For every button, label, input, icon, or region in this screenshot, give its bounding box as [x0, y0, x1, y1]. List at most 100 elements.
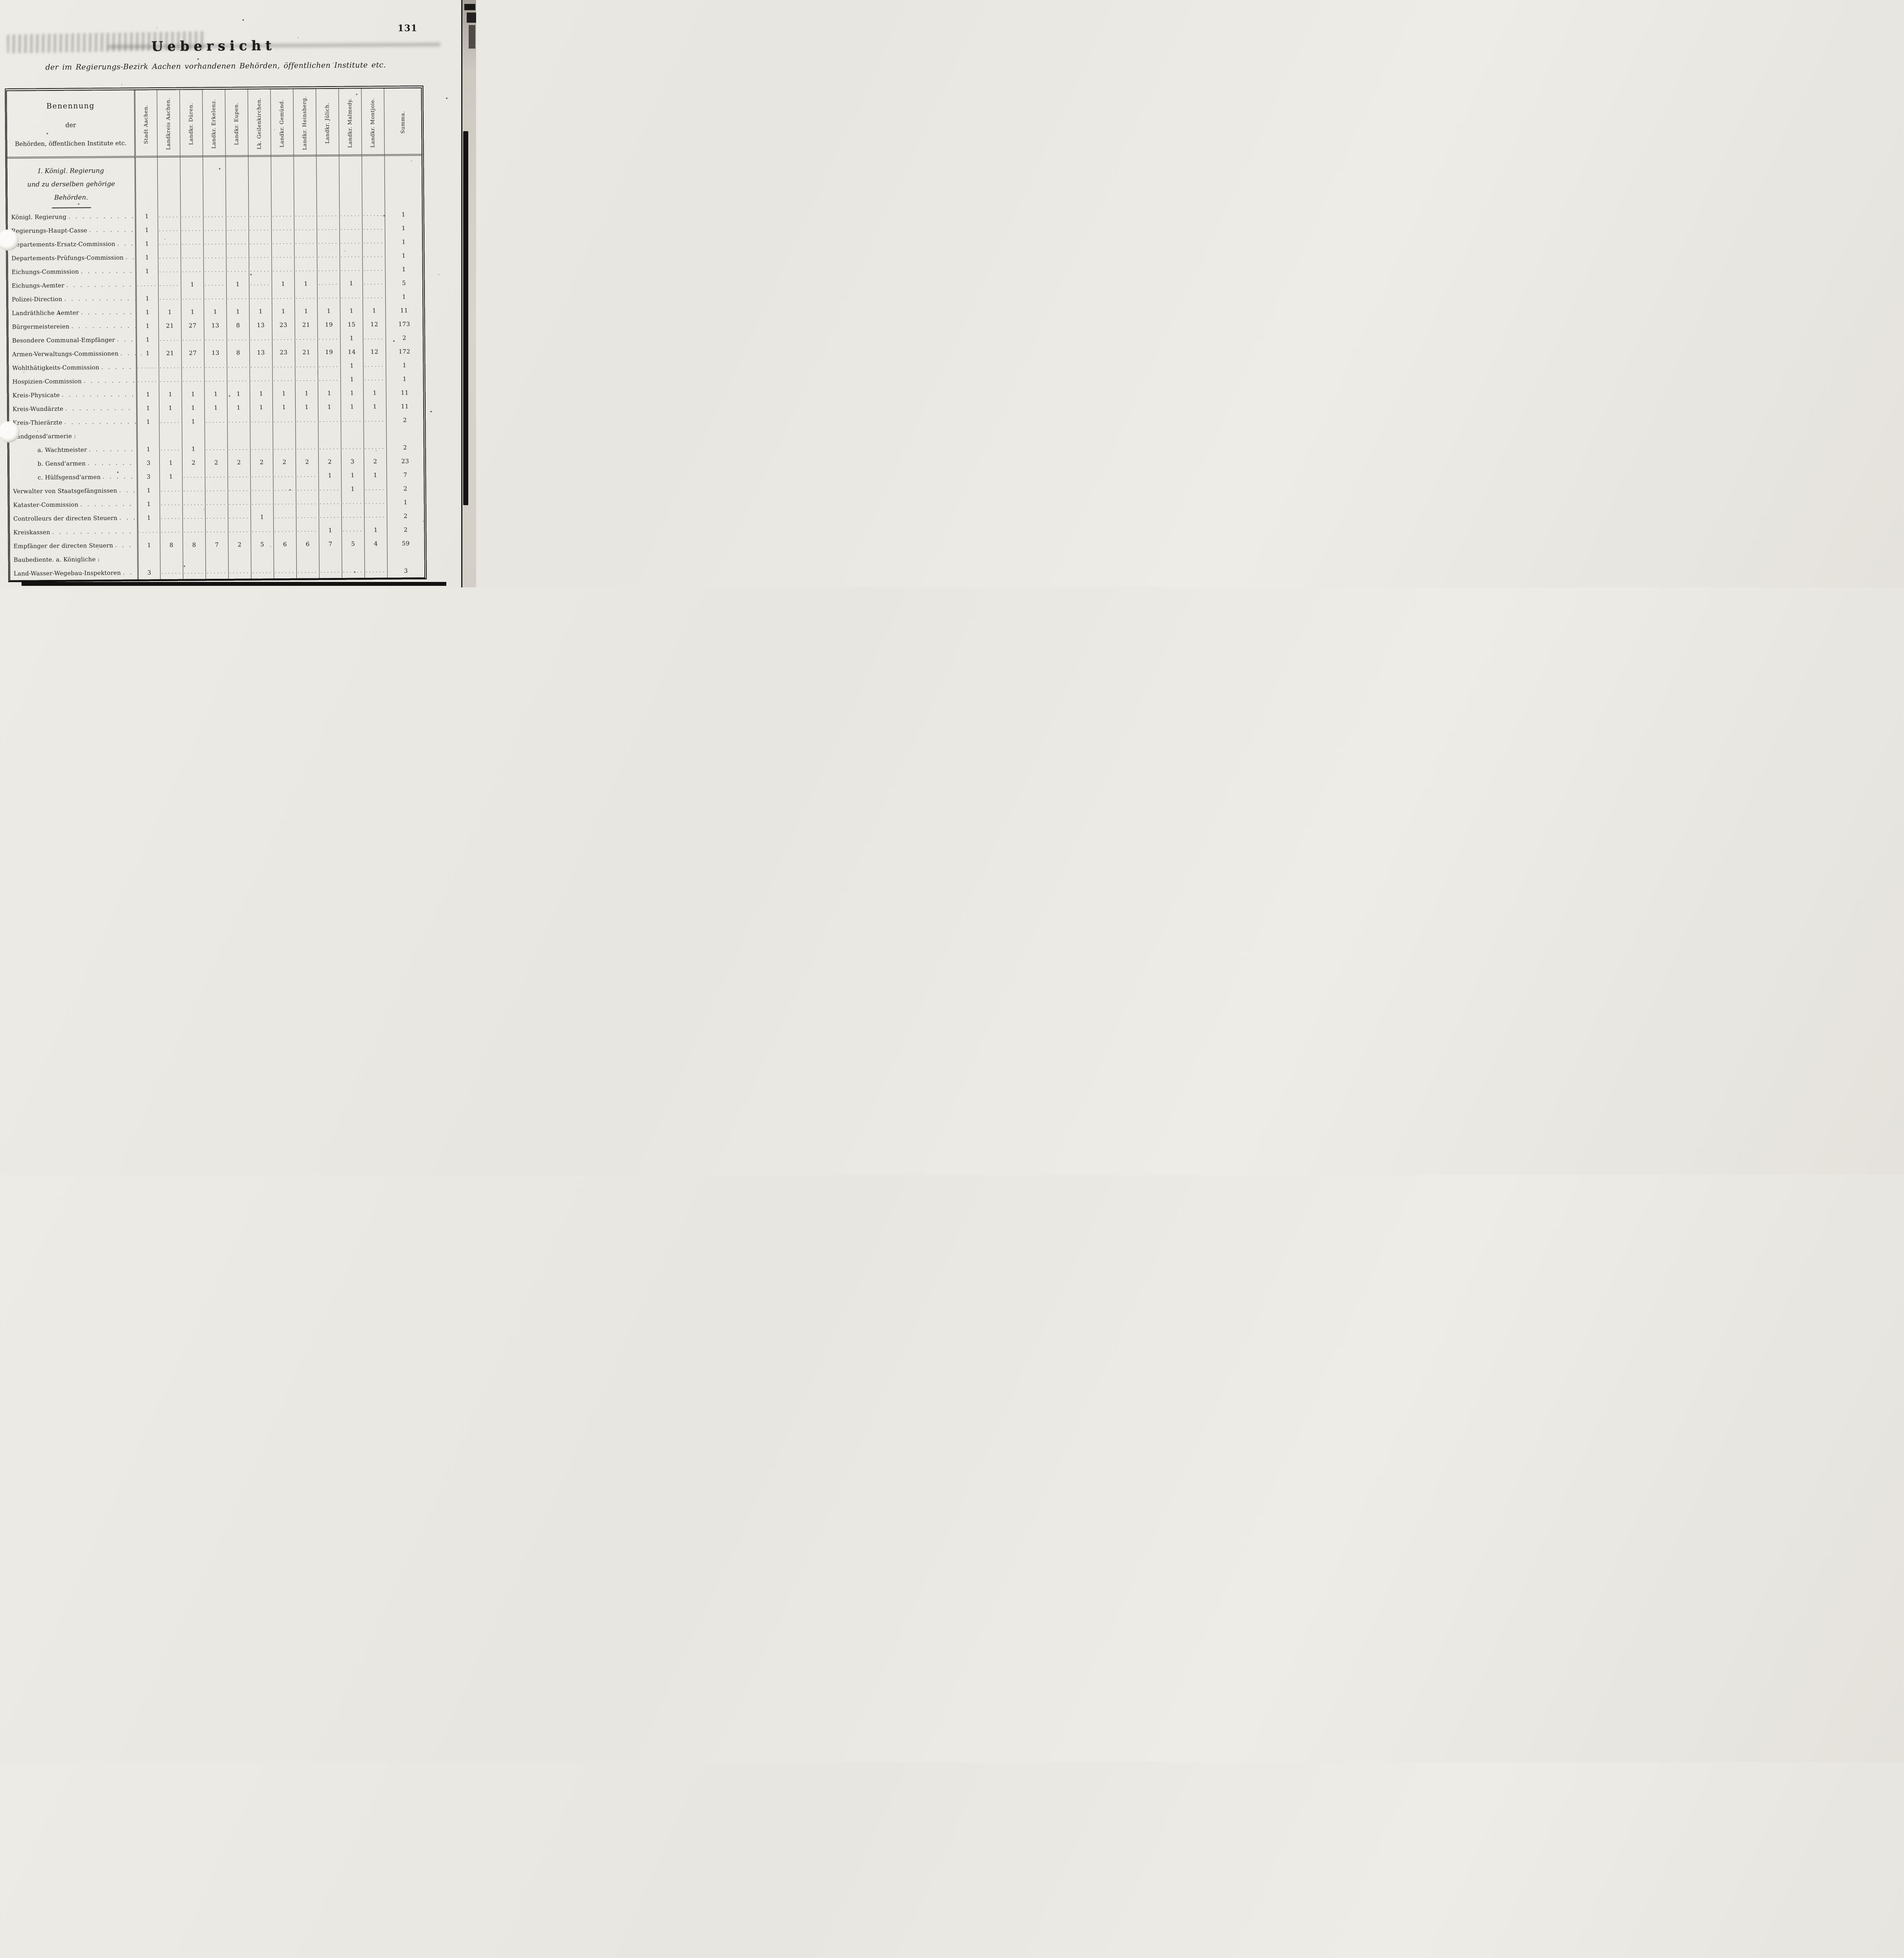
row-label: Armen-Verwaltungs-Commissionen	[9, 346, 136, 361]
empty-cell-dots: ......	[182, 377, 204, 383]
cell-value: 13	[211, 349, 220, 356]
section-empty-cell	[293, 156, 317, 208]
value-cell	[364, 550, 387, 564]
value-cell: ......	[294, 222, 317, 236]
value-cell	[251, 551, 274, 565]
value-cell: 1	[135, 319, 159, 333]
column-header-label: Landkr. Montjoie.	[370, 98, 376, 148]
row-label-text: Empfänger der directen Steuern	[13, 542, 114, 550]
cell-value: 1	[350, 403, 354, 410]
dotted-leader	[115, 336, 135, 343]
value-cell: ......	[295, 359, 318, 373]
value-cell: ......	[203, 208, 226, 223]
empty-cell-dots: ......	[363, 238, 384, 244]
empty-cell-dots: ......	[272, 226, 293, 231]
cell-value: 19	[325, 348, 333, 356]
value-cell: ......	[158, 264, 181, 278]
dotted-leader	[87, 446, 136, 453]
value-cell: ......	[317, 249, 340, 263]
value-cell: 2	[318, 454, 341, 469]
empty-cell-dots: ......	[204, 226, 225, 232]
empty-cell-dots: ......	[228, 376, 249, 383]
cell-value: 3	[146, 473, 151, 480]
dotted-leader	[79, 268, 135, 275]
empty-cell-dots: ......	[342, 444, 363, 450]
value-cell: ......	[248, 208, 271, 222]
empty-cell-dots: ......	[228, 417, 249, 424]
cell-value: 1	[145, 212, 149, 220]
value-cell: 3	[137, 470, 160, 484]
row-label-text: Hospizien-Commission	[12, 377, 82, 385]
column-header-label: Landkreis Aachen.	[165, 98, 172, 150]
cell-value: 1	[401, 224, 406, 232]
column-header: Stadt Aachen.	[134, 90, 157, 158]
value-cell: ......	[362, 221, 385, 235]
value-cell: ......	[205, 524, 228, 538]
empty-cell-dots: ......	[250, 294, 271, 300]
empty-cell-dots: ......	[250, 253, 271, 259]
empty-cell-dots: ......	[227, 239, 248, 246]
value-cell: 1	[318, 399, 341, 414]
cell-value: 3	[350, 458, 355, 465]
dotted-leader	[50, 528, 137, 535]
section-empty-cell	[202, 157, 226, 209]
cell-value: 3	[404, 567, 408, 574]
empty-cell-dots: ......	[273, 363, 294, 368]
empty-cell-dots: ......	[273, 335, 294, 341]
value-cell: 1	[250, 510, 274, 524]
empty-cell-dots: ......	[296, 362, 317, 368]
value-cell: ......	[203, 249, 226, 264]
column-header: Landkreis Aachen.	[157, 90, 180, 158]
cell-value: 27	[189, 349, 197, 357]
empty-cell-dots: ......	[159, 213, 180, 219]
value-cell: ......	[227, 373, 250, 387]
document-title: Uebersicht	[151, 38, 276, 55]
cell-value: 23	[279, 321, 288, 329]
empty-cell-dots: ......	[297, 527, 318, 533]
value-cell: ......	[180, 250, 204, 264]
value-cell: 1	[340, 331, 363, 345]
summa-cell: 1	[386, 495, 424, 509]
cell-value: 1	[305, 403, 309, 410]
value-cell	[318, 427, 341, 441]
value-cell: ......	[157, 236, 181, 251]
cell-value: 1	[282, 403, 286, 411]
dotted-leader	[86, 460, 136, 466]
row-label-text: Kreis-Wundärzte	[12, 405, 63, 413]
value-cell: 2	[182, 455, 205, 470]
empty-cell-dots: ......	[250, 280, 271, 286]
column-header: Lk. Geilenkirchen.	[247, 89, 271, 157]
empty-cell-dots: ......	[363, 266, 384, 272]
cell-value: 2	[403, 416, 407, 424]
column-header: Landkr. Gemünd.	[270, 89, 294, 157]
value-cell: 8	[226, 345, 250, 359]
empty-cell-dots: ......	[249, 212, 271, 218]
value-cell: 12	[363, 317, 386, 331]
value-cell: ......	[272, 359, 295, 373]
row-label: Eichungs-Aemter	[8, 278, 135, 292]
cell-value: 1	[191, 390, 195, 398]
row-label-text: Kreis-Thierärzte	[13, 419, 63, 426]
cell-value: 1	[146, 404, 150, 412]
empty-cell-dots: ......	[341, 293, 362, 300]
cell-value: 1	[328, 471, 332, 479]
cell-value: 1	[145, 240, 149, 247]
empty-cell-dots: ......	[251, 376, 272, 382]
cell-value: 1	[145, 294, 150, 302]
summa-cell: 173	[385, 317, 423, 331]
row-label-text: Controlleurs der directen Steuern	[13, 514, 117, 522]
value-cell: 4	[364, 536, 387, 551]
empty-cell-dots: ......	[343, 567, 364, 574]
value-cell: 6	[296, 537, 319, 551]
value-cell	[273, 551, 296, 565]
value-cell: 7	[319, 536, 342, 551]
value-cell: ......	[318, 482, 341, 496]
value-cell	[296, 551, 319, 565]
value-cell: ......	[294, 208, 317, 222]
value-cell	[160, 551, 183, 566]
value-cell: ......	[157, 209, 180, 223]
empty-cell-dots: ......	[318, 335, 339, 341]
cell-value: 1	[327, 307, 331, 314]
value-cell: 2	[228, 537, 251, 551]
cell-value: 4	[374, 540, 378, 547]
